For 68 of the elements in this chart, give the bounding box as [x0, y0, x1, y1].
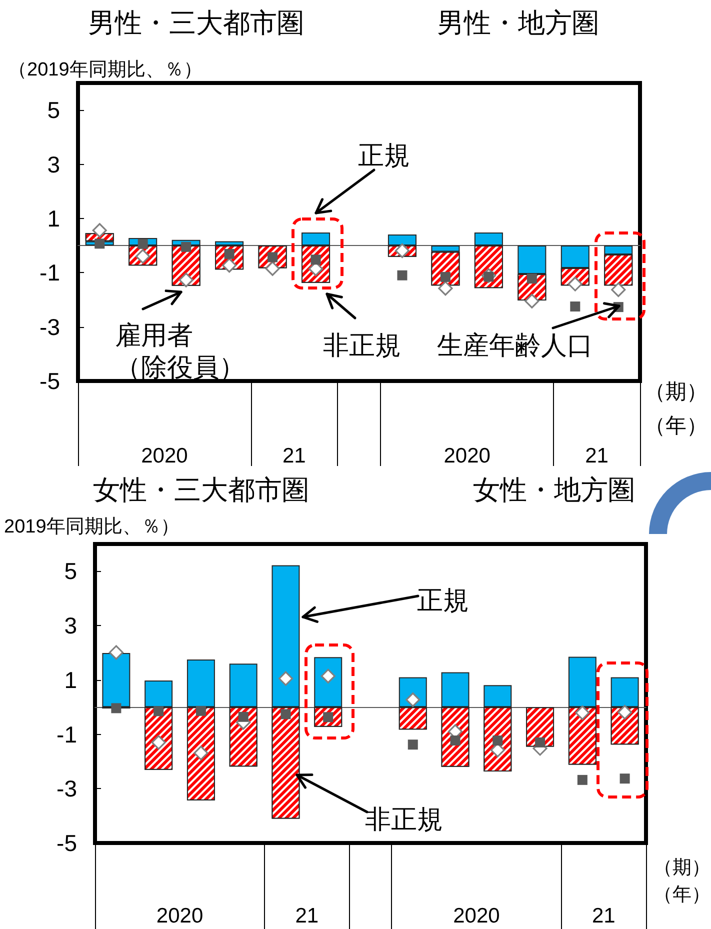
y-tick-label: 3 [47, 151, 60, 178]
text: 2020 [444, 444, 490, 468]
point [611, 282, 626, 298]
chart-title: 男性・三大都市圏 [88, 8, 304, 38]
point [181, 242, 192, 252]
y-tick-label: 5 [64, 558, 77, 584]
text: 正規 [417, 584, 469, 616]
point [222, 258, 237, 273]
text: 21 [592, 904, 616, 928]
point [265, 261, 280, 276]
point [138, 238, 148, 249]
y-tick-label: 3 [64, 612, 77, 639]
point [278, 671, 294, 686]
y-axis-title: （2019年同期比、％） [8, 60, 202, 80]
y-axis-title: 2019年同期比、％） [4, 516, 180, 538]
point [570, 302, 580, 312]
text: 21 [282, 444, 306, 468]
text: 2020 [156, 904, 204, 928]
point [526, 274, 537, 284]
x-axis-title: （期） [654, 858, 710, 878]
y-tick-label: -1 [40, 260, 60, 286]
text: 21 [585, 444, 608, 468]
point [577, 774, 588, 785]
y-tick-label: -3 [40, 314, 60, 340]
series-label: 非正規 [323, 329, 401, 361]
text: （年） [654, 884, 710, 906]
x-axis-title: （期） [644, 380, 708, 404]
point [194, 746, 208, 760]
y-tick-label: -3 [56, 776, 77, 802]
point [280, 709, 291, 720]
text: 2020 [453, 904, 500, 928]
point [238, 712, 248, 722]
point [196, 706, 206, 716]
point [440, 272, 450, 282]
y-tick-label: -1 [56, 721, 77, 748]
chart-subtitle: 女性・地方圏 [473, 475, 635, 505]
point [450, 736, 460, 746]
text: 21 [295, 904, 319, 928]
point [620, 774, 630, 784]
point [524, 294, 540, 308]
point [394, 243, 410, 258]
point [151, 735, 166, 750]
point [178, 272, 194, 288]
y-tick-label: -5 [40, 368, 60, 394]
series-label: 非正規 [365, 803, 443, 835]
point [618, 704, 632, 720]
point [154, 706, 164, 716]
chart-subtitle: 男性・地方圏 [437, 8, 599, 38]
bar [102, 653, 130, 708]
point [575, 706, 590, 720]
text: （年） [644, 414, 708, 438]
point [438, 281, 453, 296]
chart-title: 女性・三大都市圏 [93, 475, 309, 505]
point [111, 703, 122, 714]
y-tick-label: 1 [64, 666, 77, 693]
point [92, 223, 107, 238]
text: 正規 [358, 139, 410, 171]
point [535, 737, 546, 748]
y-tick-label: 5 [47, 97, 60, 124]
point [397, 270, 408, 280]
point [94, 238, 105, 249]
y-tick-label: -5 [56, 830, 77, 856]
point [408, 740, 418, 750]
point [492, 736, 503, 746]
text: 2020 [141, 444, 188, 468]
y-tick-label: 1 [47, 205, 60, 232]
point [108, 645, 124, 660]
series-label: 生産年齢人口 [437, 329, 593, 361]
